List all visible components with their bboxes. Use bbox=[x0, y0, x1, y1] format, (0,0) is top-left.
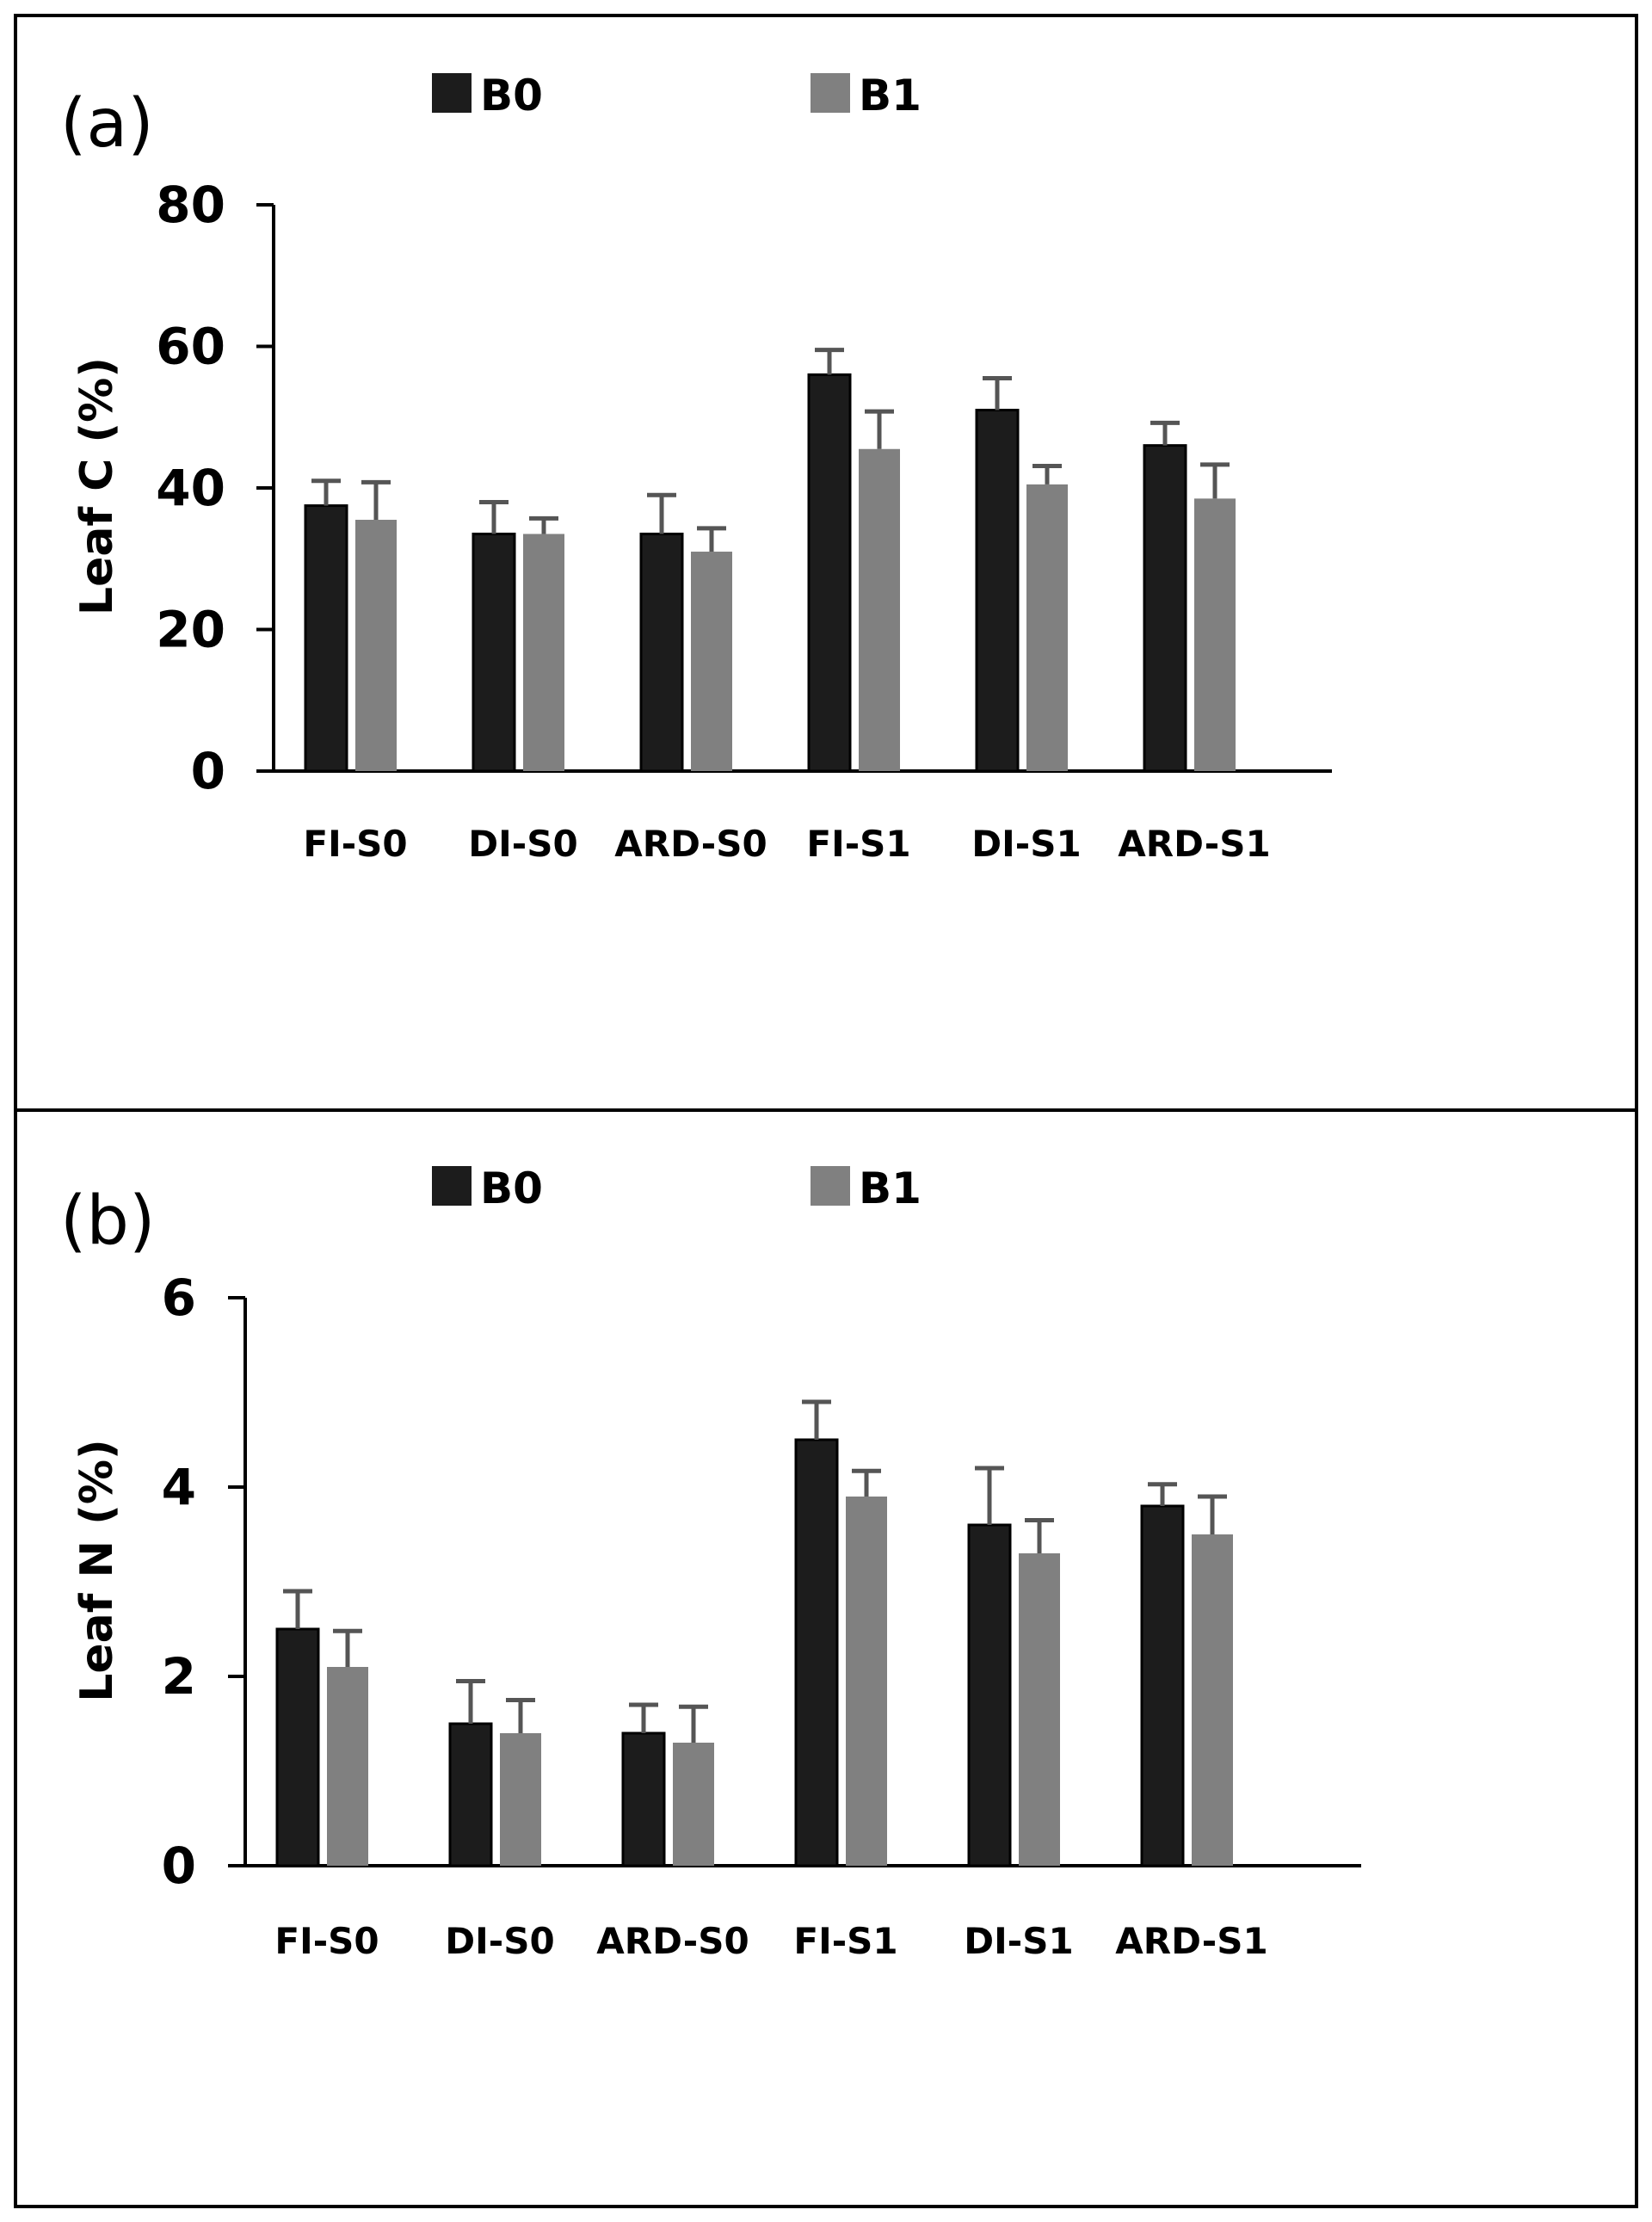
x-tick-label-a: FI-S1 bbox=[806, 823, 910, 865]
x-tick-label-b: DI-S1 bbox=[964, 1920, 1073, 1962]
bar-b-b0-di-s1 bbox=[967, 1523, 1012, 1867]
bar-b-b1-ard-s0 bbox=[673, 1743, 714, 1866]
bar-b-b1-ard-s1 bbox=[1192, 1534, 1233, 1866]
legend-b-b1-label: B1 bbox=[859, 1163, 922, 1213]
x-tick-label-a: DI-S1 bbox=[971, 823, 1081, 865]
bar-a-b0-ard-s0 bbox=[639, 532, 684, 773]
bar-b-b1-di-s0 bbox=[500, 1733, 541, 1866]
x-tick-label-b: FI-S1 bbox=[793, 1920, 897, 1962]
bar-a-b1-ard-s0 bbox=[691, 552, 732, 771]
bar-a-b1-di-s0 bbox=[523, 534, 564, 771]
legend-a-b0-label: B0 bbox=[480, 71, 543, 120]
bar-b-b0-ard-s0 bbox=[621, 1731, 666, 1867]
y-tick-label-b: 2 bbox=[162, 1647, 196, 1706]
x-tick-label-b: DI-S0 bbox=[445, 1920, 554, 1962]
bar-b-b0-fi-s1 bbox=[794, 1438, 839, 1867]
bar-b-b1-di-s1 bbox=[1019, 1553, 1060, 1866]
y-tick-label-a: 0 bbox=[191, 742, 225, 800]
x-tick-label-a: ARD-S1 bbox=[1118, 823, 1270, 865]
bar-a-b0-fi-s1 bbox=[807, 373, 852, 773]
panel-b-frame bbox=[14, 1108, 1638, 2208]
bar-a-b0-di-s1 bbox=[975, 409, 1020, 773]
y-tick-label-a: 40 bbox=[156, 459, 225, 517]
bar-a-b0-fi-s0 bbox=[304, 504, 348, 773]
legend-a-b1-swatch bbox=[811, 73, 850, 113]
y-tick-label-b: 4 bbox=[162, 1458, 196, 1516]
y-tick-label-b: 6 bbox=[162, 1268, 196, 1327]
y-axis-title-b: Leaf N (%) bbox=[71, 1439, 123, 1701]
bar-b-b0-di-s0 bbox=[448, 1722, 493, 1867]
plot-a: 0 20 40 60 80 FI-S0 DI-S0 ARD-S0 FI-S1 DI-S1 ARD-S… bbox=[156, 176, 1332, 865]
y-tick-label-a: 80 bbox=[156, 176, 225, 234]
legend-a-b0-swatch bbox=[432, 73, 472, 113]
legend-a-b1-label: B1 bbox=[859, 71, 922, 120]
x-tick-label-b: ARD-S1 bbox=[1115, 1920, 1267, 1962]
legend-b-b0-label: B0 bbox=[480, 1163, 543, 1213]
panel-a-label: (a) bbox=[60, 85, 154, 163]
legend-b-b0-swatch bbox=[432, 1166, 472, 1206]
bar-a-b1-di-s1 bbox=[1026, 484, 1068, 771]
x-tick-label-b: FI-S0 bbox=[274, 1920, 379, 1962]
bar-b-b1-fi-s1 bbox=[846, 1497, 887, 1866]
x-tick-label-a: ARD-S0 bbox=[614, 823, 767, 865]
bar-a-b0-di-s0 bbox=[472, 532, 516, 773]
bar-b-b0-ard-s1 bbox=[1140, 1504, 1185, 1867]
plot-b: 0 2 4 6 FI-S0 DI-S0 ARD-S0 FI-S1 DI-S1 ARD-S1 bbox=[162, 1268, 1361, 1962]
bar-a-b1-ard-s1 bbox=[1194, 498, 1236, 771]
x-tick-label-a: FI-S0 bbox=[303, 823, 407, 865]
y-tick-label-a: 20 bbox=[156, 601, 225, 659]
x-tick-label-a: DI-S0 bbox=[468, 823, 577, 865]
panel-b-label: (b) bbox=[60, 1182, 155, 1260]
bar-b-b0-fi-s0 bbox=[275, 1627, 320, 1867]
bar-b-b1-fi-s0 bbox=[327, 1667, 368, 1866]
bar-a-b1-fi-s1 bbox=[859, 448, 900, 771]
legend-b-b1-swatch bbox=[811, 1166, 850, 1206]
y-axis-title-a: Leaf C (%) bbox=[71, 357, 123, 615]
bar-a-b1-fi-s0 bbox=[355, 520, 397, 771]
y-tick-label-b: 0 bbox=[162, 1836, 196, 1895]
y-tick-label-a: 60 bbox=[156, 318, 225, 376]
bar-a-b0-ard-s1 bbox=[1143, 444, 1187, 773]
x-tick-label-b: ARD-S0 bbox=[596, 1920, 749, 1962]
